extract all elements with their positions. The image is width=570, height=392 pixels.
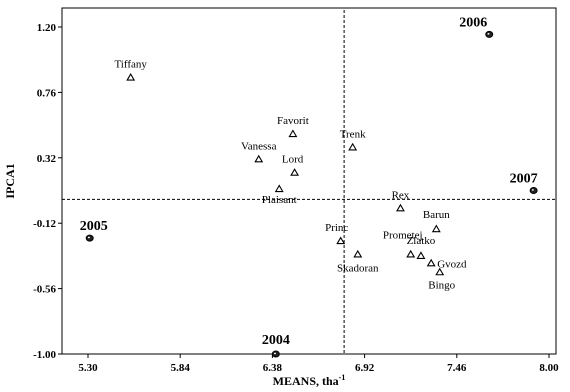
genotype-point — [416, 251, 426, 259]
genotype-point — [126, 72, 136, 81]
genotype-label: Prometej — [383, 229, 423, 241]
y-tick-label: 0.76 — [37, 87, 57, 99]
genotype-label: Bingo — [428, 279, 455, 291]
genotype-label: Gvozd — [437, 258, 467, 270]
y-tick-label: -0.12 — [33, 218, 56, 230]
x-axis-title: MEANS, tha-1 — [273, 373, 346, 388]
genotype-point — [395, 203, 405, 212]
environment-label: 2005 — [80, 219, 108, 234]
environment-point-highlight — [487, 33, 490, 35]
environment-label: 2004 — [262, 333, 290, 348]
genotype-label: Favorit — [277, 115, 309, 127]
environment-point — [271, 350, 280, 358]
genotype-label: Lord — [282, 154, 304, 166]
x-tick-label: 6.38 — [263, 362, 283, 374]
x-tick-label: 5.84 — [171, 362, 191, 374]
genotype-point — [348, 142, 358, 151]
genotype-point — [406, 249, 416, 258]
environment-point-highlight — [531, 189, 534, 191]
genotype-point — [274, 184, 284, 193]
genotype-point — [431, 224, 441, 233]
environment-point-highlight — [274, 352, 277, 355]
genotype-point — [435, 267, 445, 276]
genotype-point — [353, 249, 363, 258]
y-tick-label: -0.56 — [33, 284, 56, 296]
y-tick-label: 1.20 — [37, 22, 57, 34]
environment-label: 2007 — [510, 172, 538, 187]
genotype-label: Vanessa — [241, 140, 277, 152]
environment-point — [85, 234, 94, 242]
genotype-point — [336, 236, 346, 245]
environment-point — [485, 30, 494, 38]
genotype-point — [288, 129, 298, 138]
genotype-point — [290, 168, 300, 176]
x-tick-label: 7.46 — [447, 362, 467, 374]
genotype-label: Skadoran — [337, 262, 379, 274]
genotype-label: Plaisant — [262, 194, 297, 206]
genotype-label: Zlatko — [407, 235, 436, 247]
genotype-label: Trenk — [340, 128, 366, 140]
genotype-label: Rex — [392, 189, 410, 201]
genotype-point — [254, 154, 264, 163]
y-tick-label: -1.00 — [33, 349, 56, 361]
y-tick-label: 0.32 — [37, 153, 57, 165]
x-axis-title-superscript: -1 — [339, 373, 346, 382]
environment-label: 2006 — [459, 15, 487, 30]
genotype-point — [426, 258, 436, 267]
environment-point — [529, 187, 538, 194]
plot-frame — [61, 7, 557, 355]
genotype-label: Barun — [423, 209, 450, 221]
x-tick-label: 8.00 — [539, 362, 559, 374]
x-tick-label: 6.92 — [355, 362, 375, 374]
environment-point-highlight — [87, 236, 90, 239]
genotype-label: Tiffany — [114, 59, 147, 71]
genotype-label: Princ — [325, 222, 348, 234]
x-tick-label: 5.30 — [78, 362, 98, 374]
y-axis-title: IPCA1 — [3, 163, 17, 198]
x-axis-title-text: MEANS, tha — [273, 374, 339, 388]
